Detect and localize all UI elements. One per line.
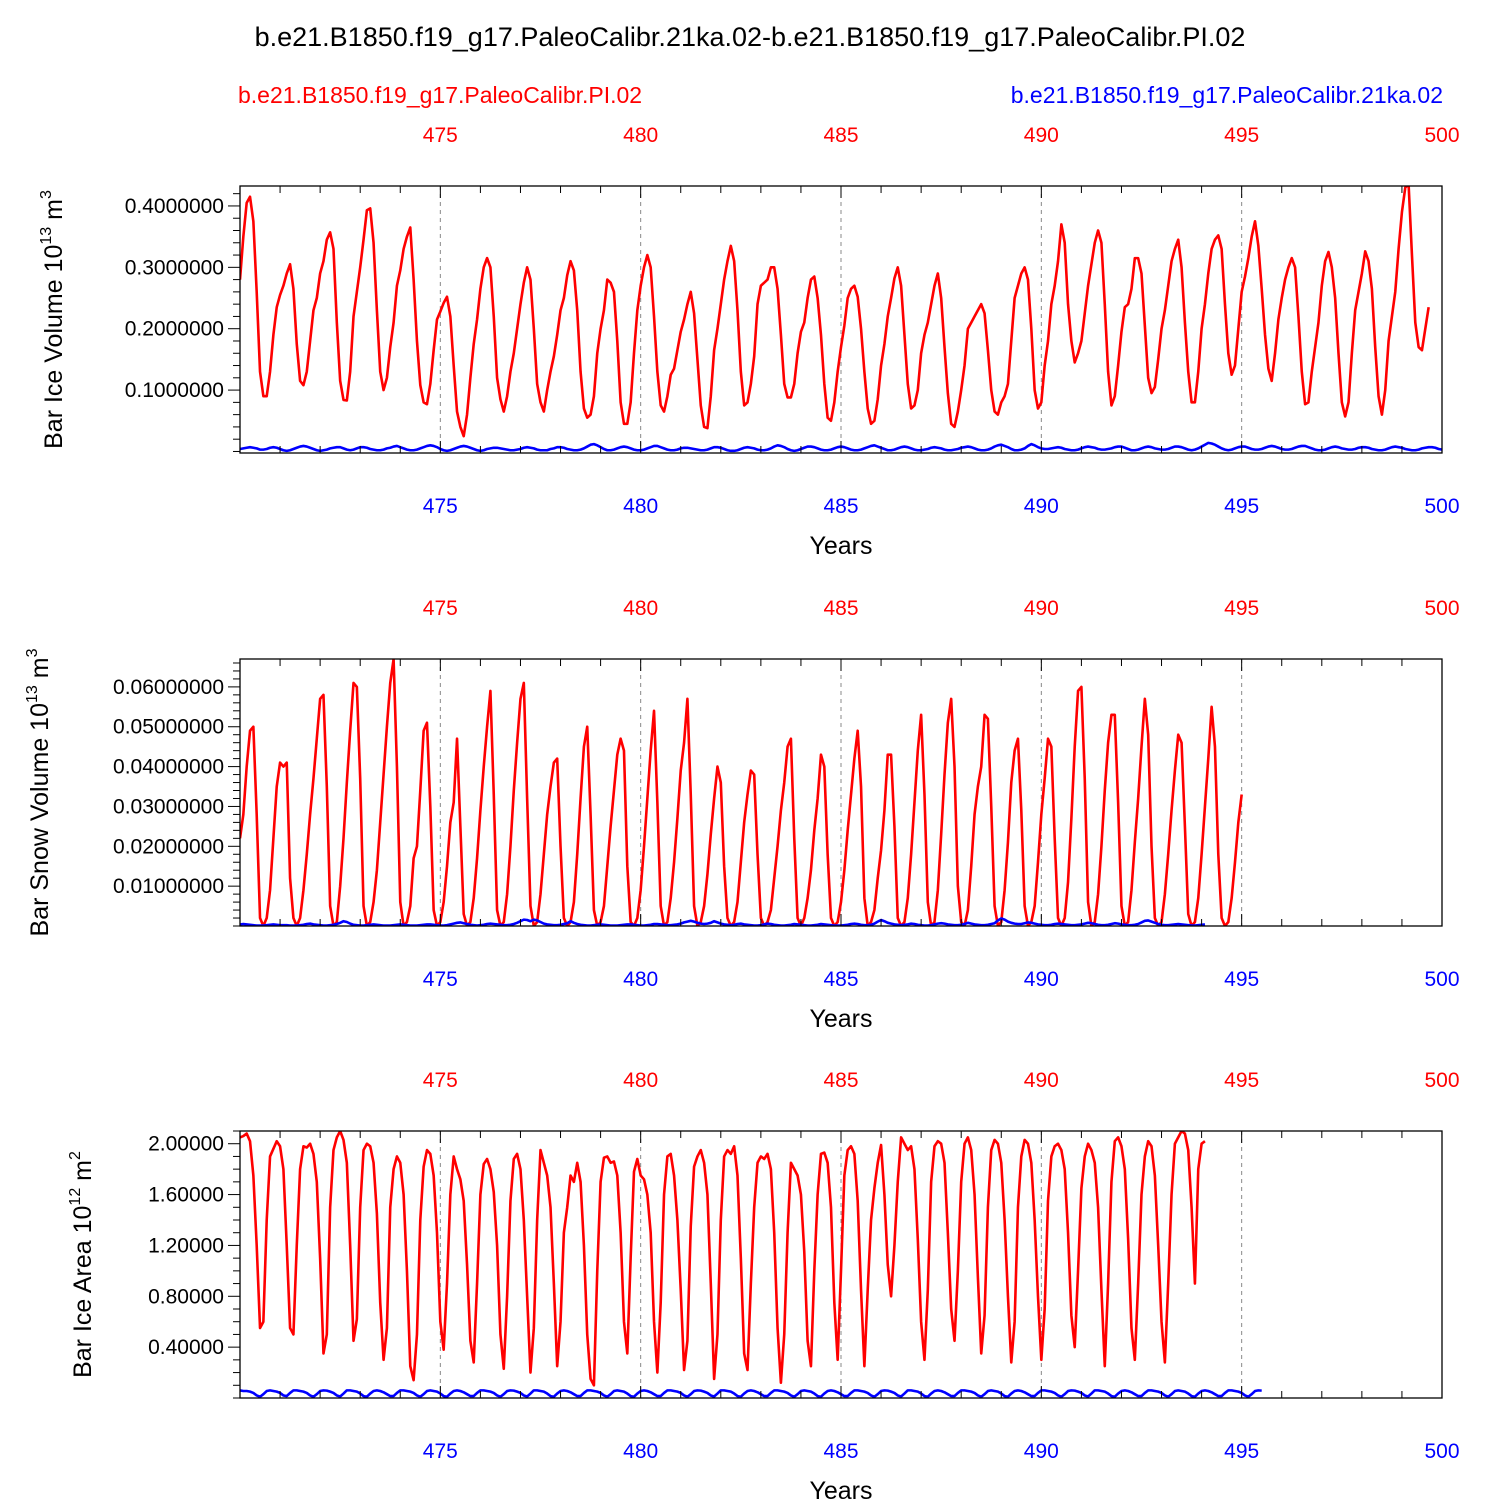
legend-21ka-label: b.e21.B1850.f19_g17.PaleoCalibr.21ka.02 xyxy=(1011,82,1443,108)
x-tick-label-top: 480 xyxy=(623,1069,658,1092)
y-axis-title-part: Bar Ice Area 10 xyxy=(69,1206,97,1378)
figure-title: b.e21.B1850.f19_g17.PaleoCalibr.21ka.02-… xyxy=(255,22,1246,52)
chart-panel-2: 0.01000000 0.02000000 0.03000000 0.04000000… xyxy=(24,597,1460,1033)
x-tick-label-bottom: 490 xyxy=(1024,495,1059,518)
x-tick-label-bottom: 485 xyxy=(823,1440,858,1463)
x-tick-label-top: 495 xyxy=(1224,597,1259,620)
x-tick-label-bottom: 480 xyxy=(623,495,658,518)
y-tick-label: 0.40000 xyxy=(148,1336,224,1359)
y-axis-title-part: m xyxy=(40,199,68,227)
y-axis-title-part: Bar Ice Volume 10 xyxy=(40,245,68,449)
x-tick-label-top: 475 xyxy=(423,1069,458,1092)
x-tick-label-bottom: 495 xyxy=(1224,495,1259,518)
y-tick-label: 0.2000000 xyxy=(125,318,224,341)
series-line-pi xyxy=(240,1131,1206,1387)
x-tick-label-bottom: 475 xyxy=(423,1440,458,1463)
y-tick-label: 0.01000000 xyxy=(113,875,224,898)
x-tick-label-bottom: 490 xyxy=(1024,968,1059,991)
x-tick-label-top: 480 xyxy=(623,124,658,147)
y-tick-label: 0.05000000 xyxy=(113,716,224,739)
x-tick-label-top: 490 xyxy=(1024,1069,1059,1092)
y-tick-label: 0.03000000 xyxy=(113,795,224,818)
chart-panel-3: 0.40000 0.80000 1.20000 1.60000 2.00000 475 47… xyxy=(67,1069,1460,1500)
y-axis-title-superscript: 3 xyxy=(24,648,41,657)
x-tick-label-bottom: 480 xyxy=(623,968,658,991)
x-tick-label-bottom: 500 xyxy=(1424,1440,1459,1463)
x-tick-label-top: 480 xyxy=(623,597,658,620)
x-tick-label-bottom: 500 xyxy=(1424,968,1459,991)
y-tick-label: 1.20000 xyxy=(148,1234,224,1257)
y-axis-title: Bar Ice Volume 1013 m3 xyxy=(38,190,68,449)
panels: 0.1000000 0.2000000 0.3000000 0.4000000 475 4… xyxy=(24,124,1460,1500)
x-tick-label-bottom: 495 xyxy=(1224,1440,1259,1463)
y-axis-title-part: m xyxy=(69,1160,97,1188)
x-tick-label-bottom: 475 xyxy=(423,495,458,518)
x-tick-label-bottom: 500 xyxy=(1424,495,1459,518)
x-tick-label-top: 500 xyxy=(1424,1069,1459,1092)
x-tick-label-top: 485 xyxy=(823,124,858,147)
x-tick-label-bottom: 475 xyxy=(423,968,458,991)
x-axis-title: Years xyxy=(809,1005,872,1033)
x-tick-label-bottom: 490 xyxy=(1024,1440,1059,1463)
y-axis-title: Bar Ice Area 1012 m2 xyxy=(67,1151,97,1378)
y-tick-label: 0.80000 xyxy=(148,1285,224,1308)
x-axis-title: Years xyxy=(809,1477,872,1500)
y-tick-label: 2.00000 xyxy=(148,1133,224,1156)
y-axis-title-superscript: 13 xyxy=(24,685,41,703)
series-line-pi xyxy=(240,186,1430,438)
y-tick-label: 0.4000000 xyxy=(125,195,224,218)
x-tick-label-top: 490 xyxy=(1024,124,1059,147)
x-tick-label-top: 495 xyxy=(1224,124,1259,147)
x-tick-label-top: 475 xyxy=(423,124,458,147)
y-tick-label: 0.3000000 xyxy=(125,256,224,279)
y-axis-title-superscript: 12 xyxy=(67,1188,84,1206)
series-line-21ka xyxy=(240,441,1442,453)
x-tick-label-top: 490 xyxy=(1024,597,1059,620)
x-tick-label-bottom: 485 xyxy=(823,495,858,518)
x-tick-label-top: 485 xyxy=(823,597,858,620)
y-tick-label: 0.1000000 xyxy=(125,379,224,402)
y-axis-title: Bar Snow Volume 1013 m3 xyxy=(24,648,54,936)
y-axis-title-part: m xyxy=(26,657,54,685)
x-tick-label-bottom: 480 xyxy=(623,1440,658,1463)
y-axis-title-superscript: 3 xyxy=(38,190,55,199)
chart-panel-1: 0.1000000 0.2000000 0.3000000 0.4000000 475 4… xyxy=(38,124,1460,560)
x-tick-label-bottom: 495 xyxy=(1224,968,1259,991)
y-tick-label: 0.04000000 xyxy=(113,756,224,779)
x-tick-label-bottom: 485 xyxy=(823,968,858,991)
x-tick-label-top: 495 xyxy=(1224,1069,1259,1092)
series-line-21ka xyxy=(240,1389,1262,1398)
legend-pi-label: b.e21.B1850.f19_g17.PaleoCalibr.PI.02 xyxy=(238,82,642,108)
series-line-21ka xyxy=(240,917,1206,926)
x-tick-label-top: 500 xyxy=(1424,597,1459,620)
x-tick-label-top: 500 xyxy=(1424,124,1459,147)
series-line-pi xyxy=(240,659,1243,926)
y-tick-label: 1.60000 xyxy=(148,1184,224,1207)
y-tick-label: 0.06000000 xyxy=(113,676,224,699)
y-axis-title-part: Bar Snow Volume 10 xyxy=(26,703,54,936)
x-tick-label-top: 485 xyxy=(823,1069,858,1092)
y-axis-title-superscript: 13 xyxy=(38,227,55,245)
x-axis-title: Years xyxy=(809,532,872,560)
x-tick-label-top: 475 xyxy=(423,597,458,620)
y-tick-label: 0.02000000 xyxy=(113,835,224,858)
y-axis-title-superscript: 2 xyxy=(67,1151,84,1160)
